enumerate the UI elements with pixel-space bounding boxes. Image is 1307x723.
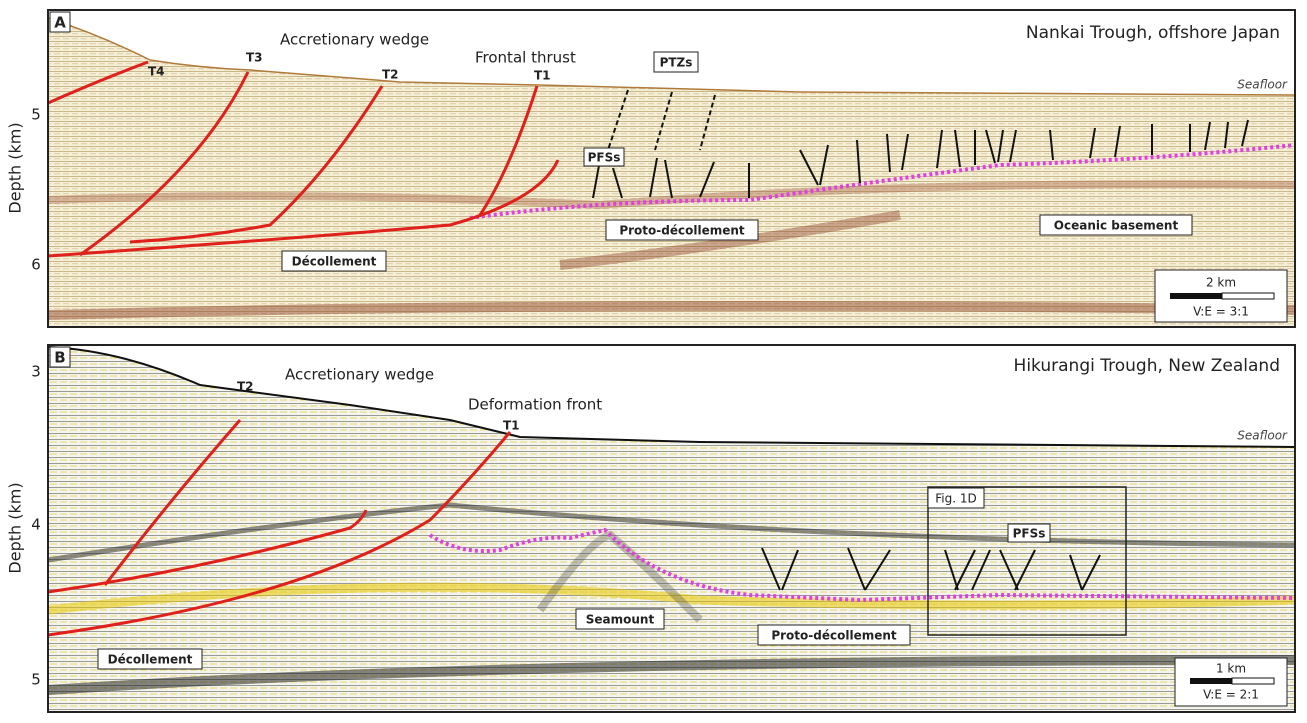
panel-b-frame <box>47 344 1296 713</box>
label-box <box>575 608 665 630</box>
thrust-label: T2 <box>237 380 254 394</box>
y-axis-label: Depth (km) <box>6 122 25 213</box>
label-box <box>97 648 203 670</box>
label-box <box>605 219 759 241</box>
scale-bar-label: 1 km <box>1216 662 1246 676</box>
scale-bar <box>1170 293 1222 299</box>
depth-tick: 5 <box>31 106 41 124</box>
pfs-faults <box>761 547 1101 591</box>
panel-label: B <box>54 349 65 367</box>
thrust-label: T1 <box>503 419 520 433</box>
thrust-label: T2 <box>382 68 399 82</box>
annotation: Frontal thrust <box>475 49 576 67</box>
panel-label-box <box>49 11 71 33</box>
label-box <box>583 147 625 167</box>
scale-bar <box>1221 292 1275 300</box>
panel-a-frame <box>47 9 1296 328</box>
label-box <box>281 250 387 272</box>
panel-label: A <box>54 14 66 32</box>
annotation: PFSs <box>588 151 621 165</box>
annotation: PFSs <box>1013 527 1046 541</box>
annotation: Oceanic basement <box>1054 219 1179 233</box>
label-box <box>1039 214 1193 236</box>
scale-bar-label: 2 km <box>1206 276 1236 290</box>
scale-bar <box>1190 678 1232 684</box>
label-box <box>927 487 985 509</box>
depth-tick: 4 <box>31 516 41 534</box>
panel-label-box <box>49 346 71 368</box>
seafloor-label: Seafloor <box>1237 429 1288 443</box>
thrust-label: T4 <box>148 65 165 79</box>
annotation: Proto-décollement <box>619 224 745 238</box>
label-box <box>757 624 911 646</box>
annotation: Seamount <box>586 613 655 627</box>
annotation: Accretionary wedge <box>280 31 429 49</box>
annotation: Accretionary wedge <box>285 366 434 384</box>
panel-b-image <box>48 345 1295 712</box>
thrust-label: T1 <box>534 69 551 83</box>
annotation: Fig. 1D <box>935 492 976 506</box>
y-axis-label: Depth (km) <box>6 482 25 573</box>
annotation: Proto-décollement <box>771 629 897 643</box>
scale-bar <box>1231 677 1275 685</box>
vertical-exaggeration: V:E = 2:1 <box>1203 688 1259 702</box>
depth-tick: 6 <box>31 256 41 274</box>
annotation: Décollement <box>292 255 377 269</box>
label-box <box>1007 523 1051 543</box>
label-box <box>653 51 699 73</box>
depth-tick: 3 <box>31 363 41 381</box>
vertical-exaggeration: V:E = 3:1 <box>1193 305 1249 319</box>
annotation: Deformation front <box>468 396 602 414</box>
depth-tick: 5 <box>31 671 41 689</box>
annotation: PTZs <box>660 56 693 70</box>
thrust-label: T3 <box>246 51 263 65</box>
seafloor-label: Seafloor <box>1237 78 1288 92</box>
pfs-faults <box>592 89 1249 199</box>
panel-title: Nankai Trough, offshore Japan <box>1026 23 1280 43</box>
panel-title: Hikurangi Trough, New Zealand <box>1014 356 1280 376</box>
annotation: Décollement <box>108 653 193 667</box>
